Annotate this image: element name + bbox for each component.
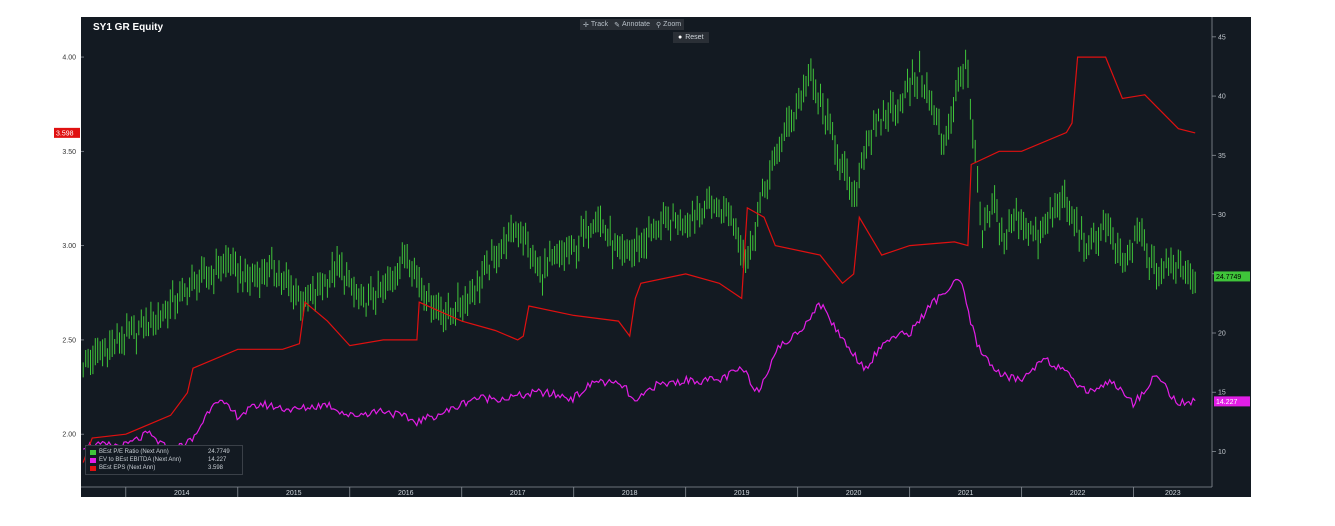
crosshair-icon: ✛ xyxy=(583,21,589,29)
right-tick-label-3: 30 xyxy=(1218,212,1226,219)
x-tick-label-6: 2020 xyxy=(846,490,862,497)
ev-last-value-tag-text: 14.227 xyxy=(1216,399,1238,406)
x-tick-label-8: 2022 xyxy=(1070,490,1086,497)
ev-last-value-tag-bg xyxy=(1214,396,1250,407)
eps-last-value-tag-text: 3.598 xyxy=(56,130,74,137)
series-eps-line xyxy=(82,56,1196,463)
zoom-label: Zoom xyxy=(663,21,682,28)
legend-entry-ev[interactable]: EV to BEst EBITDA (Next Ann) 14.227 xyxy=(90,456,238,464)
chart-plot[interactable]: 4540353025201510201420152016201720182019… xyxy=(81,17,1251,497)
eps-last-value-tag: 3.598 xyxy=(54,127,80,138)
x-tick-label-3: 2017 xyxy=(510,490,526,497)
legend-value-pe: 24.7749 xyxy=(208,449,230,455)
series-ev-line xyxy=(82,278,1196,456)
reset-label: Reset xyxy=(685,34,704,41)
x-tick-label-4: 2018 xyxy=(622,490,638,497)
left-tick-label-4: 2.00 xyxy=(62,432,76,439)
legend-entry-pe[interactable]: BEst P/E Ratio (Next Ann) 24.7749 xyxy=(90,448,238,456)
chart-title: SY1 GR Equity xyxy=(93,22,164,33)
right-tick-label-2: 35 xyxy=(1218,153,1226,160)
reset-button[interactable]: ● Reset xyxy=(673,32,709,43)
legend-value-eps: 3.598 xyxy=(208,465,224,471)
annotate-button[interactable]: ✎ Annotate xyxy=(614,21,650,29)
left-axis-labels: 4.00 3.50 3.00 2.50 2.00 3.598 xyxy=(54,55,80,439)
left-tick-label-2: 3.00 xyxy=(62,243,76,250)
pe-last-value-tag: 24.7749 xyxy=(1214,271,1250,282)
right-tick-label-6: 15 xyxy=(1218,390,1226,397)
pencil-icon: ✎ xyxy=(614,21,620,29)
legend-entry-eps[interactable]: BEst EPS (Next Ann) 3.598 xyxy=(90,464,238,472)
right-tick-label-7: 10 xyxy=(1218,449,1226,456)
eps-last-value-tag-bg xyxy=(54,127,80,138)
magnifier-icon: ⚲ xyxy=(656,21,662,29)
left-tick-label-3: 2.50 xyxy=(62,337,76,344)
legend-swatch-ev xyxy=(90,457,96,463)
legend-name-pe: BEst P/E Ratio (Next Ann) xyxy=(99,449,169,455)
series-pe xyxy=(82,49,1196,378)
left-tick-label-0: 4.00 xyxy=(62,55,76,62)
x-axis-band xyxy=(81,487,1251,497)
chart-toolbar: ✛ Track ✎ Annotate ⚲ Zoom xyxy=(580,19,685,30)
right-tick-label-0: 45 xyxy=(1218,34,1226,41)
legend-swatch-eps xyxy=(90,465,96,471)
right-tick-label-5: 20 xyxy=(1218,331,1226,338)
left-tick-label-1: 3.50 xyxy=(62,149,76,156)
pe-last-value-tag-text: 24.7749 xyxy=(1216,274,1241,281)
reset-icon: ● xyxy=(678,34,683,41)
pe-last-value-tag-bg xyxy=(1214,271,1250,282)
zoom-button[interactable]: ⚲ Zoom xyxy=(656,21,681,29)
legend-name-eps: BEst EPS (Next Ann) xyxy=(99,465,156,471)
chart-legend: BEst P/E Ratio (Next Ann) 24.7749 EV to … xyxy=(85,445,243,475)
track-button[interactable]: ✛ Track xyxy=(583,21,608,29)
annotate-label: Annotate xyxy=(622,21,651,28)
legend-name-ev: EV to BEst EBITDA (Next Ann) xyxy=(99,457,182,463)
legend-value-ev: 14.227 xyxy=(208,457,227,463)
legend-swatch-pe xyxy=(90,449,96,455)
track-label: Track xyxy=(590,21,609,28)
ev-last-value-tag: 14.227 xyxy=(1214,396,1250,407)
x-tick-label-0: 2014 xyxy=(174,490,190,497)
x-tick-label-2: 2016 xyxy=(398,490,414,497)
series-pe-bars xyxy=(82,49,1196,378)
x-tick-label-1: 2015 xyxy=(286,490,302,497)
chart-frame: 4540353025201510201420152016201720182019… xyxy=(81,17,1251,497)
x-tick-label-7: 2021 xyxy=(958,490,974,497)
right-tick-label-1: 40 xyxy=(1218,94,1226,101)
x-tick-label-5: 2019 xyxy=(734,490,750,497)
x-tick-label-9: 2023 xyxy=(1165,490,1181,497)
